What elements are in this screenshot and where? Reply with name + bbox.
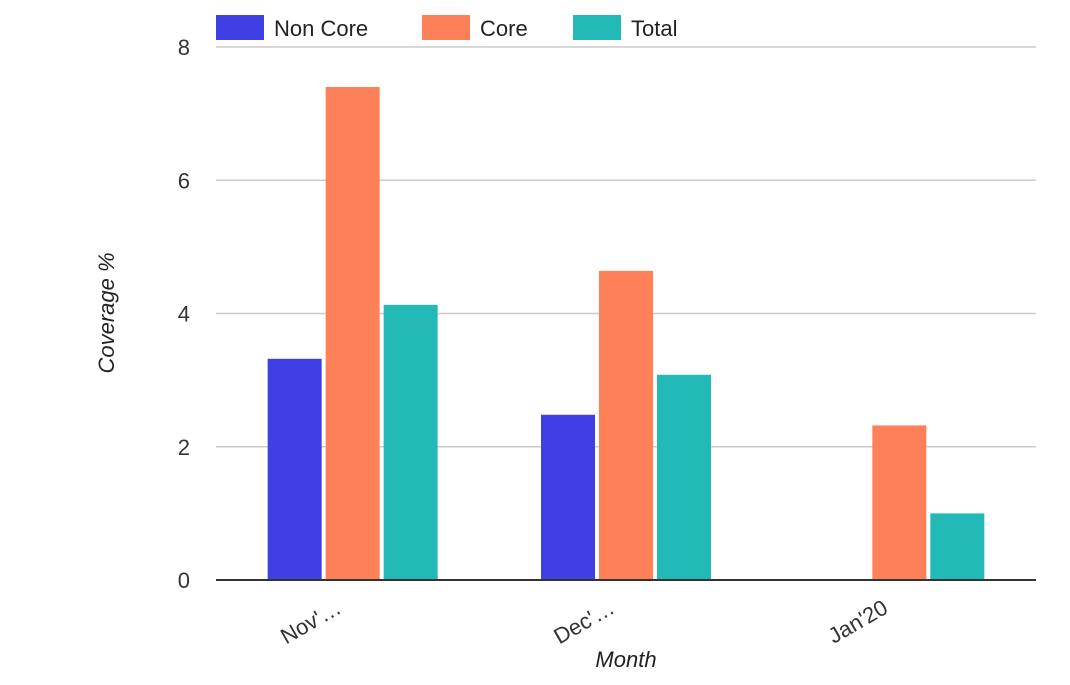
legend-swatch <box>422 15 470 40</box>
x-tick-label: Dec'… <box>549 595 618 649</box>
bar <box>872 425 927 580</box>
bar <box>267 358 322 580</box>
bars <box>267 86 985 580</box>
y-tick-label: 8 <box>178 35 190 60</box>
bar <box>325 86 380 580</box>
bar <box>657 374 711 580</box>
legend-swatch <box>216 15 264 40</box>
legend: Non Core Core Total <box>216 15 677 41</box>
legend-label: Non Core <box>274 16 368 41</box>
x-axis-title: Month <box>595 647 656 672</box>
x-tick-label: Nov'… <box>276 595 345 649</box>
legend-label: Total <box>631 16 677 41</box>
x-tick-label: Jan'20 <box>824 595 892 649</box>
y-tick-label: 4 <box>178 302 190 327</box>
bar <box>930 513 985 580</box>
y-axis-title: Coverage % <box>94 252 119 373</box>
bar <box>599 270 653 580</box>
legend-swatch <box>573 15 621 40</box>
bar <box>541 414 595 580</box>
legend-label: Core <box>480 16 528 41</box>
bar <box>383 304 438 580</box>
y-tick-label: 2 <box>178 435 190 460</box>
y-tick-label: 0 <box>178 568 190 593</box>
y-tick-label: 6 <box>178 168 190 193</box>
